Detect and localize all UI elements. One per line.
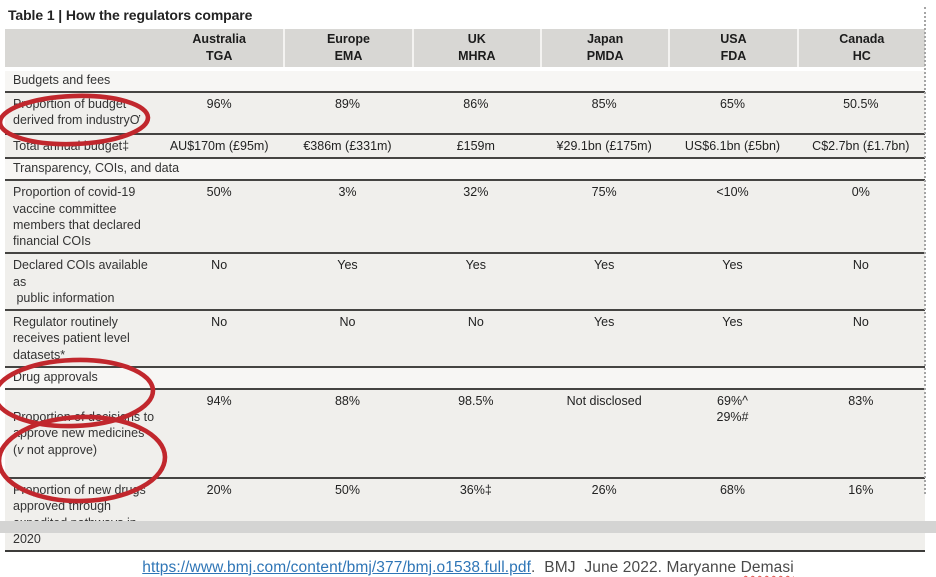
footer-citation-text: BMJ June 2022. Maryanne	[544, 559, 741, 576]
table-cell: No	[339, 315, 356, 329]
table-cell: 50%	[334, 483, 360, 497]
section-heading-transparency-cois-data: Transparency, COIs, and data	[5, 159, 925, 182]
column-header-japan-pmda: Japan PMDA	[539, 29, 668, 67]
table-cell: £159m	[456, 139, 495, 153]
row-label-total-annual-budget: Total annual budget‡	[13, 139, 130, 153]
table-cell: 96%	[206, 97, 232, 111]
row-label-covid-committee-cois: Proportion of covid-19 vaccine committee…	[13, 185, 141, 248]
table-cell: 50.5%	[843, 97, 879, 111]
footer-author-name: Demasi	[740, 559, 794, 576]
column-header-canada-hc: Canada HC	[796, 29, 925, 67]
row-label-patient-level-datasets: Regulator routinely receives patient lev…	[13, 315, 130, 362]
table-cell: Yes	[337, 258, 358, 273]
table-row-expedited-pathways: Proportion of new drugs approved through…	[5, 479, 925, 552]
paren-rest: not approve)	[23, 442, 98, 457]
table-cell: 16%	[848, 483, 874, 497]
section-heading-drug-approvals: Drug approvals	[5, 367, 925, 390]
table-cell: 65%	[719, 97, 745, 111]
table-cell: 86%	[463, 97, 489, 111]
column-header-europe-ema: Europe EMA	[283, 29, 411, 67]
table-cell: 83%	[848, 393, 874, 408]
table-cell: 98.5%	[458, 393, 494, 408]
row-label-decisions-to-approve: Proportion of decisions to approve new m…	[5, 390, 155, 477]
table-cell: Yes	[722, 258, 743, 273]
row-label-paren-line: (v not approve)	[13, 442, 155, 458]
table-cell: <10%	[716, 185, 749, 200]
section-heading-budgets-and-fees: Budgets and fees	[5, 71, 925, 93]
footer-separator: .	[531, 559, 545, 576]
table-cell: No	[211, 258, 228, 273]
table-cell: 26%	[591, 483, 617, 497]
table-cell: 75%	[591, 185, 617, 200]
selection-dotted-border	[924, 7, 926, 494]
table-cell: €386m (£331m)	[303, 139, 392, 153]
bottom-gray-strip	[0, 521, 936, 533]
table-row-decisions-to-approve: Proportion of decisions to approve new m…	[5, 389, 925, 479]
table-cell: 94%	[206, 393, 232, 408]
table-cell: 88%	[334, 393, 360, 408]
row-label-expedited-pathways: Proportion of new drugs approved through…	[13, 483, 146, 546]
table-cell: No	[211, 315, 228, 329]
row-label-main-text: Proportion of decisions to approve new m…	[13, 410, 155, 441]
table-row-patient-level-datasets: Regulator routinely receives patient lev…	[5, 311, 925, 368]
slide: { "title": "Table 1 | How the regulators…	[0, 7, 936, 576]
table-cell: Yes	[465, 258, 487, 273]
table-cell: ¥29.1bn (£175m)	[556, 139, 652, 153]
table-cell: Yes	[722, 315, 743, 329]
table-title: Table 1 | How the regulators compare	[8, 7, 253, 23]
table-cell: No	[467, 315, 484, 329]
table-cell: 85%	[591, 97, 617, 111]
table-cell: 36%‡	[459, 483, 492, 497]
row-label-declared-cois-public: Declared COIs available as public inform…	[13, 258, 148, 305]
table-cell: AU$170m (£95m)	[169, 139, 269, 153]
table-header-row: Australia TGA Europe EMA UK MHRA Japan P…	[5, 29, 925, 67]
table-cell: 20%	[206, 483, 232, 497]
table-row-declared-cois-public: Declared COIs available as public inform…	[5, 254, 925, 311]
table-cell: Yes	[593, 315, 615, 329]
row-label-budget-from-industry: Proportion of budget derived from indust…	[13, 97, 141, 128]
table-cell: 68%	[719, 483, 745, 497]
bmj-link[interactable]: https://www.bmj.com/content/bmj/377/bmj.…	[142, 559, 532, 576]
table-cell: No	[852, 258, 869, 273]
table-cell: 89%	[334, 97, 360, 111]
column-header-uk-mhra: UK MHRA	[411, 29, 540, 67]
table-cell: US$6.1bn (£5bn)	[684, 139, 781, 153]
column-header-australia-tga: Australia TGA	[192, 32, 246, 63]
table-cell: C$2.7bn (£1.7bn)	[812, 139, 910, 153]
table-row-budget-from-industry: Proportion of budget derived from indust…	[5, 93, 925, 135]
column-header-usa-fda: USA FDA	[668, 29, 796, 67]
table-row-total-annual-budget: Total annual budget‡ AU$170m (£95m) €386…	[5, 135, 925, 160]
table-cell: Yes	[593, 258, 615, 273]
table-cell: 3%	[338, 185, 357, 200]
regulators-table: Australia TGA Europe EMA UK MHRA Japan P…	[5, 29, 925, 552]
table-cell: 32%	[463, 185, 489, 200]
table-cell: 69%^ 29%#	[716, 393, 749, 424]
table-cell: No	[852, 315, 869, 329]
table-row-covid-committee-cois: Proportion of covid-19 vaccine committee…	[5, 181, 925, 255]
table-cell: 0%	[851, 185, 870, 200]
footer-citation: https://www.bmj.com/content/bmj/377/bmj.…	[0, 559, 936, 577]
table-cell: 50%	[206, 185, 232, 200]
table-cell: Not disclosed	[566, 393, 642, 408]
